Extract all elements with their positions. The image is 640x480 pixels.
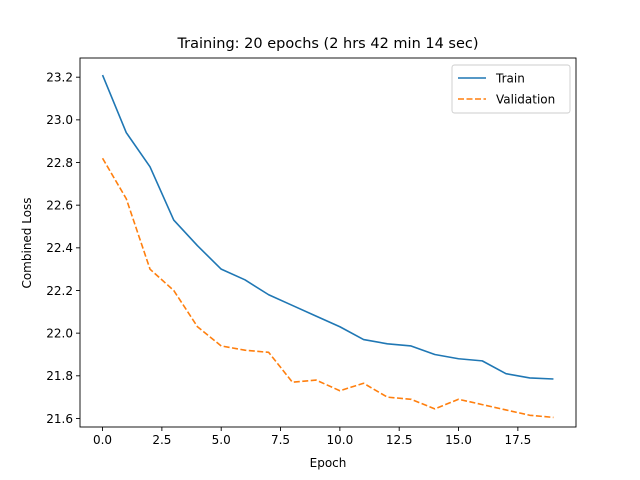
x-tick-label: 5.0 [212,433,231,447]
chart-title: Training: 20 epochs (2 hrs 42 min 14 sec… [176,36,478,52]
x-tick-label: 17.5 [504,433,531,447]
series-line-validation [101,157,554,419]
x-tick-label: 12.5 [386,433,413,447]
y-tick-label: 23.2 [46,70,73,84]
series-layer [101,74,554,419]
plot-frame [79,57,577,428]
x-tick-label: 15.0 [445,433,472,447]
legend: Train Validation [451,64,571,114]
y-axis: 21.6 21.8 22.0 22.2 22.4 22.6 22.8 23.0 23.2 [46,70,80,426]
x-tick-label: 7.5 [271,433,290,447]
legend-label-train: Train [495,71,525,85]
legend-label-validation: Validation [496,92,555,106]
y-tick-label: 21.8 [46,369,73,383]
x-tick-label: 0.0 [93,433,112,447]
y-tick-label: 23.0 [46,113,73,127]
y-tick-label: 22.4 [46,241,73,255]
y-tick-label: 22.8 [46,156,73,170]
x-tick-label: 2.5 [152,433,171,447]
y-tick-label: 22.6 [46,198,73,212]
y-axis-label: Combined Loss [20,197,34,288]
x-axis: 0.0 2.5 5.0 7.5 10.0 12.5 15.0 17.5 [93,427,531,447]
series-line-train [101,74,554,380]
y-tick-label: 22.2 [46,284,73,298]
x-tick-label: 10.0 [327,433,354,447]
x-axis-label: Epoch [310,456,347,470]
y-tick-label: 22.0 [46,326,73,340]
legend-box [451,64,571,114]
y-tick-label: 21.6 [46,412,73,426]
